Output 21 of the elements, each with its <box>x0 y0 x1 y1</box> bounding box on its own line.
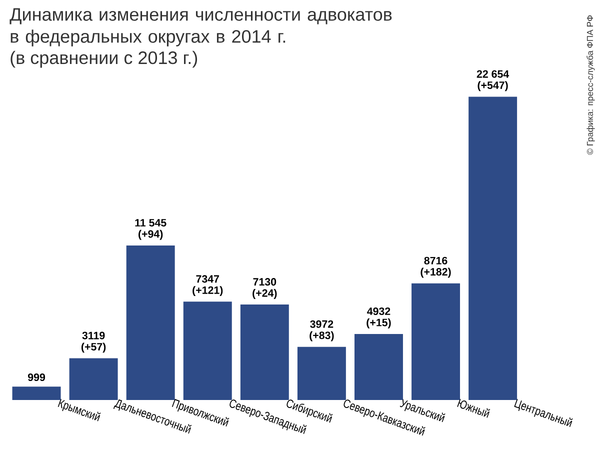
data-label: 3972 <box>310 320 334 328</box>
chart-title: Динамика изменения численности адвокатов в федеральных округах в 2014 г. <box>10 8 392 46</box>
annotation: (+121) <box>192 286 223 296</box>
chart-subtitle: (в сравнении с 2013 г.) <box>10 50 198 68</box>
data-label: 22 654 <box>476 70 510 78</box>
data-label: 999 <box>28 373 46 382</box>
annotation: (+94) <box>138 230 163 240</box>
x-tick-label: Южный <box>457 398 490 418</box>
annotation: (+547) <box>478 81 508 92</box>
annotation: (+83) <box>310 331 334 342</box>
annotation: (+15) <box>366 318 391 328</box>
data-label: 11 545 <box>135 219 166 227</box>
data-label: 7130 <box>253 278 276 286</box>
annotation: (+24) <box>252 289 277 299</box>
data-label: 3119 <box>82 332 105 340</box>
data-label: 7347 <box>196 275 220 283</box>
data-label: 8716 <box>424 256 448 264</box>
text: © Графика: пресс-служба ФПА РФ <box>586 15 595 155</box>
annotation: (+182) <box>420 268 451 278</box>
data-label: 4932 <box>367 307 390 316</box>
annotation: (+57) <box>81 342 106 353</box>
